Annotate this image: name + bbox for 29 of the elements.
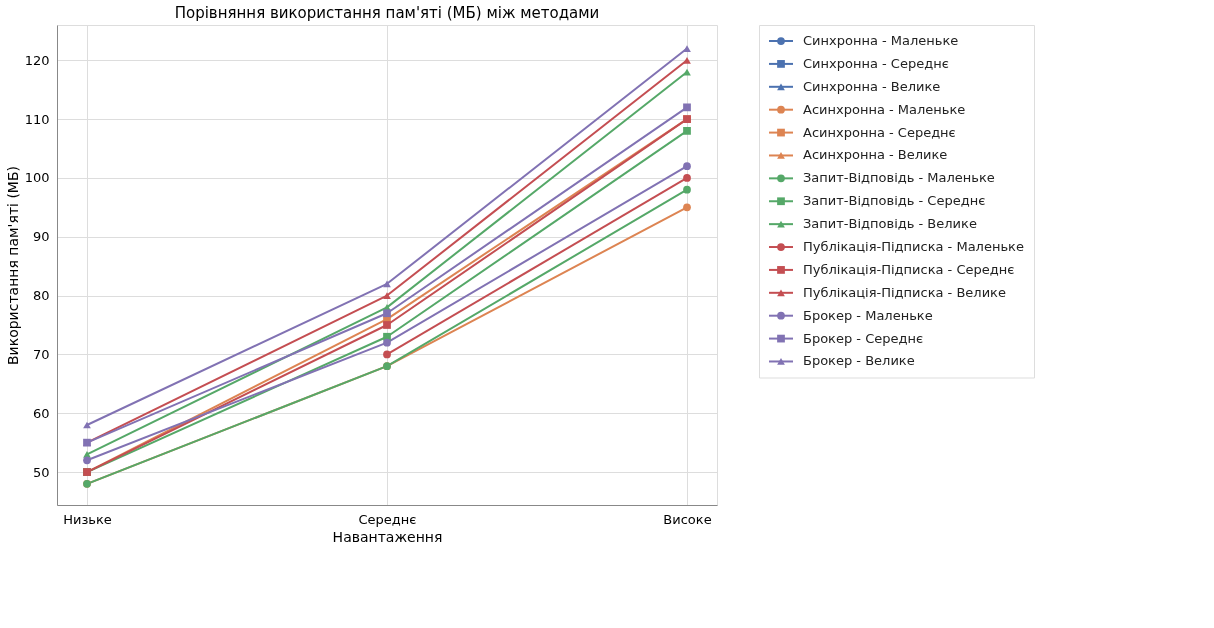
y-axis-title: Використання пам'яті (МБ) <box>4 166 21 365</box>
y-tick-label: 70 <box>32 346 50 362</box>
legend-label: Брокер - Маленьке <box>803 307 933 323</box>
x-tick-label: Високе <box>663 511 712 527</box>
y-tick-label: 60 <box>32 405 50 421</box>
y-tick-label: 100 <box>24 170 50 186</box>
y-tick-label: 90 <box>32 229 50 245</box>
x-tick-label: Середнє <box>358 511 417 527</box>
legend-label: Публікація-Підписка - Середнє <box>803 261 1015 277</box>
legend-label: Асинхронна - Середнє <box>803 124 956 140</box>
legend-label: Брокер - Середнє <box>803 330 924 346</box>
legend-label: Синхронна - Велике <box>803 78 941 94</box>
legend-label: Публікація-Підписка - Маленьке <box>803 239 1024 255</box>
legend-label: Брокер - Велике <box>803 353 915 369</box>
legend-label: Синхронна - Середнє <box>803 55 949 71</box>
y-tick-label: 110 <box>24 111 50 127</box>
legend-label: Запит-Відповідь - Маленьке <box>803 170 995 186</box>
legend-label: Запит-Відповідь - Середнє <box>803 193 986 209</box>
x-tick-label: Низьке <box>63 511 112 527</box>
y-tick-label: 50 <box>32 464 50 480</box>
y-tick-label: 120 <box>24 52 50 68</box>
chart-title: Порівняння використання пам'яті (МБ) між методами <box>174 4 600 22</box>
legend-label: Асинхронна - Велике <box>803 147 948 163</box>
legend-label: Запит-Відповідь - Велике <box>803 216 977 232</box>
legend-label: Асинхронна - Маленьке <box>803 101 966 117</box>
x-axis-title: Навантаження <box>332 528 443 545</box>
y-tick-label: 80 <box>32 288 50 304</box>
legend-label: Синхронна - Маленьке <box>803 33 959 49</box>
legend-label: Публікація-Підписка - Велике <box>803 284 1006 300</box>
